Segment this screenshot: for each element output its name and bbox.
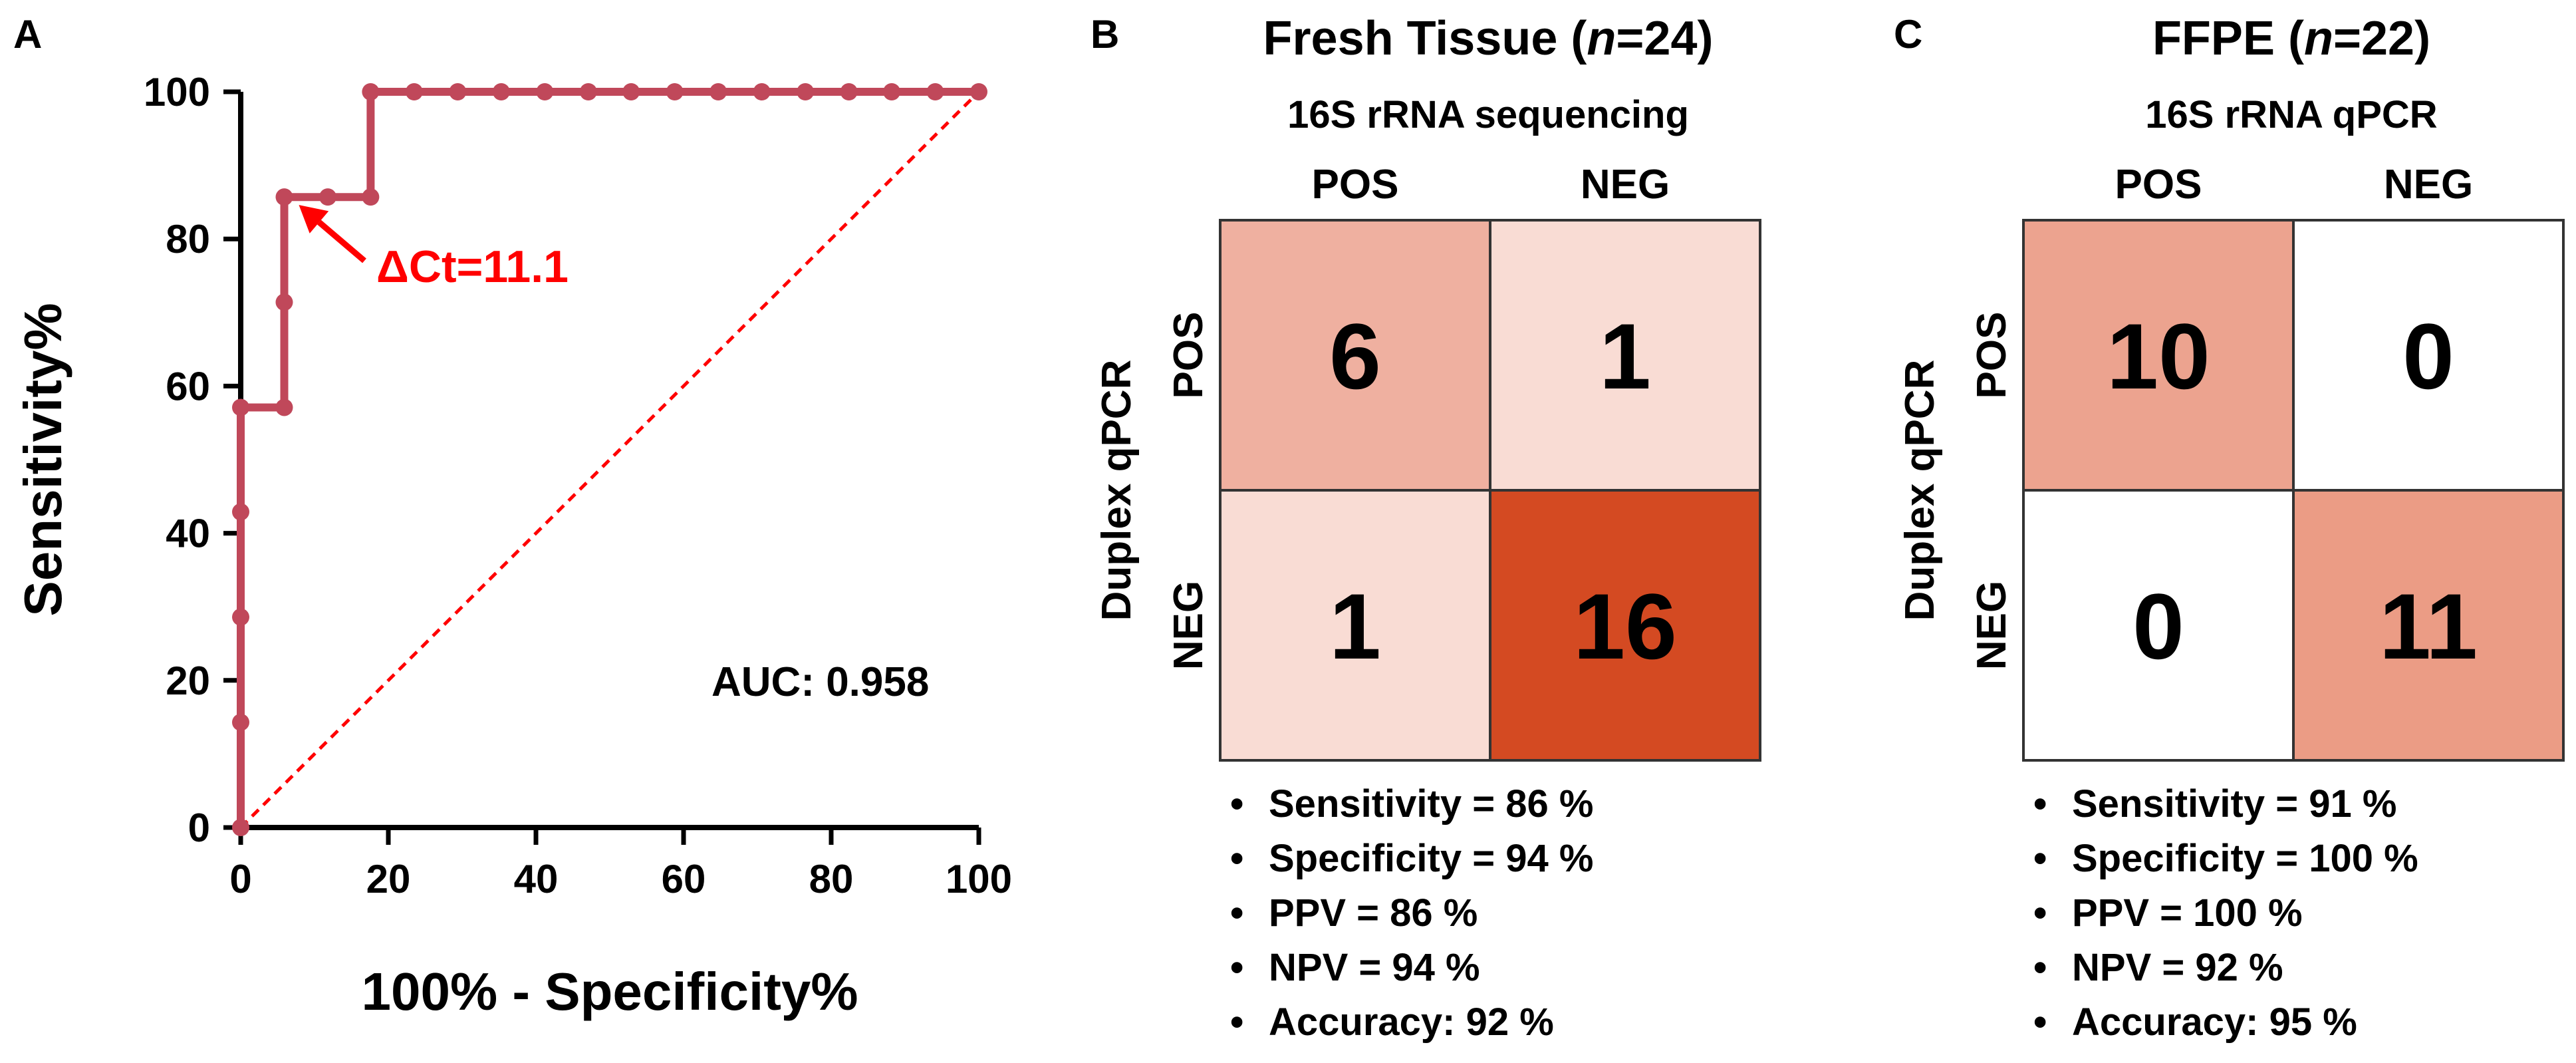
panel-b-cell-neg-pos <box>1220 490 1490 760</box>
roc-point <box>275 188 293 206</box>
roc-point <box>275 398 293 416</box>
roc-ticks: 0 20 40 60 80 100 0 20 40 60 80 100 <box>144 70 1012 901</box>
panel-c-value-pos-neg: 0 <box>2402 304 2454 408</box>
x-tick-label: 40 <box>514 857 559 901</box>
panel-c-col-label-neg: NEG <box>2384 162 2473 208</box>
cutoff-arrow-head <box>299 205 329 233</box>
panel-b-col-label-pos: POS <box>1312 162 1399 208</box>
roc-point <box>536 83 554 100</box>
roc-point <box>232 713 249 731</box>
panel-b-cell-neg-neg <box>1490 490 1760 760</box>
y-tick-label: 80 <box>166 217 210 261</box>
roc-point <box>492 83 510 100</box>
roc-point <box>709 83 727 100</box>
panel-c-row-title: Duplex qPCR <box>1897 360 1943 621</box>
roc-point <box>232 608 249 626</box>
x-tick-label: 60 <box>662 857 706 901</box>
roc-point <box>232 398 249 416</box>
panel-b-row-label-pos: POS <box>1166 312 1212 399</box>
cutoff-label: ΔCt=11.1 <box>376 241 569 292</box>
panel-b-stat-sensitivity: • Sensitivity = 86 % <box>1230 782 1593 826</box>
roc-point <box>753 83 771 100</box>
roc-point <box>232 503 249 521</box>
roc-panel: A 0 20 40 60 80 100 0 20 40 60 80 100 ΔCt=11.1 AUC:… <box>13 12 1012 1021</box>
panel-c-cell-neg-neg <box>2293 490 2563 760</box>
panel-c-stats: • Sensitivity = 91 % • Specificity = 100 %… <box>2033 782 2418 1044</box>
roc-point <box>622 83 640 100</box>
reference-diagonal <box>239 90 980 829</box>
roc-point <box>840 83 858 100</box>
roc-point <box>275 293 293 311</box>
roc-point <box>797 83 815 100</box>
panel-b-stat-ppv: • PPV = 86 % <box>1230 891 1478 935</box>
x-axis-label: 100% - Specificity% <box>362 962 858 1021</box>
panel-b-title: Fresh Tissue (n=24) <box>1263 12 1714 65</box>
panel-c-stat-specificity: • Specificity = 100 % <box>2033 837 2418 880</box>
panel-c-value-pos-pos: 10 <box>2107 304 2210 408</box>
panel-b-value-pos-neg: 1 <box>1599 304 1651 408</box>
panel-c-stat-npv: • NPV = 92 % <box>2033 946 2283 989</box>
roc-point <box>405 83 423 100</box>
panel-label-c: C <box>1894 12 1922 57</box>
roc-point <box>319 188 336 206</box>
panel-label-a: A <box>13 12 42 57</box>
panel-c-cell-pos-neg <box>2293 220 2563 490</box>
auc-label: AUC: 0.958 <box>711 659 929 705</box>
panel-b-col-label-neg: NEG <box>1581 162 1670 208</box>
y-tick-label: 20 <box>166 659 210 703</box>
panel-b-stat-accuracy: • Accuracy: 92 % <box>1230 1000 1554 1044</box>
y-tick-label: 40 <box>166 512 210 556</box>
y-axis-label: Sensitivity% <box>13 303 72 616</box>
roc-points <box>232 83 987 836</box>
roc-point <box>666 83 684 100</box>
panel-b-stats: • Sensitivity = 86 % • Specificity = 94 % … <box>1230 782 1593 1044</box>
cutoff-arrow <box>299 205 366 263</box>
roc-point <box>449 83 467 100</box>
fresh-tissue-panel: B Fresh Tissue (n=24) 16S rRNA sequencin… <box>1091 12 1761 1044</box>
panel-b-row-label-neg: NEG <box>1166 581 1212 670</box>
panel-c-stat-accuracy: • Accuracy: 95 % <box>2033 1000 2357 1044</box>
cutoff-arrow-shaft <box>317 220 366 263</box>
panel-c-stat-sensitivity: • Sensitivity = 91 % <box>2033 782 2396 826</box>
roc-point <box>232 819 249 836</box>
x-tick-label: 20 <box>366 857 411 901</box>
panel-b-cell-pos-pos <box>1220 220 1490 490</box>
panel-b-cell-pos-neg <box>1490 220 1760 490</box>
panel-c-value-neg-pos: 0 <box>2132 574 2184 679</box>
panel-c-value-neg-neg: 11 <box>2379 574 2478 679</box>
roc-point <box>926 83 944 100</box>
panel-label-b: B <box>1091 12 1119 57</box>
panel-c-cell-neg-pos <box>2023 490 2293 760</box>
panel-c-stat-ppv: • PPV = 100 % <box>2033 891 2303 935</box>
panel-b-stat-npv: • NPV = 94 % <box>1230 946 1480 989</box>
panel-b-stat-specificity: • Specificity = 94 % <box>1230 837 1593 880</box>
roc-point <box>883 83 901 100</box>
panel-b-value-pos-pos: 6 <box>1329 304 1381 408</box>
x-tick-label: 0 <box>229 857 251 901</box>
roc-point <box>362 83 380 100</box>
roc-point <box>362 188 380 206</box>
panel-c-col-label-pos: POS <box>2115 162 2202 208</box>
y-tick-label: 100 <box>144 70 210 114</box>
roc-point <box>579 83 597 100</box>
panel-b-subtitle: 16S rRNA sequencing <box>1287 93 1689 136</box>
panel-c-cell-pos-pos <box>2023 220 2293 490</box>
x-tick-label: 100 <box>946 857 1012 901</box>
panel-c-subtitle: 16S rRNA qPCR <box>2145 93 2437 136</box>
x-tick-label: 80 <box>809 857 854 901</box>
ffpe-panel: C FFPE (n=22) 16S rRNA qPCR POS NEG Dupl… <box>1894 12 2565 1044</box>
roc-point <box>970 83 987 100</box>
y-tick-label: 0 <box>188 806 210 850</box>
panel-c-row-label-neg: NEG <box>1969 581 2015 670</box>
panel-b-row-title: Duplex qPCR <box>1094 360 1140 621</box>
panel-b-value-neg-pos: 1 <box>1329 574 1381 679</box>
panel-b-value-neg-neg: 16 <box>1573 574 1677 679</box>
panel-c-title: FFPE (n=22) <box>2152 12 2430 65</box>
y-tick-label: 60 <box>166 364 210 408</box>
panel-c-row-label-pos: POS <box>1969 312 2015 399</box>
